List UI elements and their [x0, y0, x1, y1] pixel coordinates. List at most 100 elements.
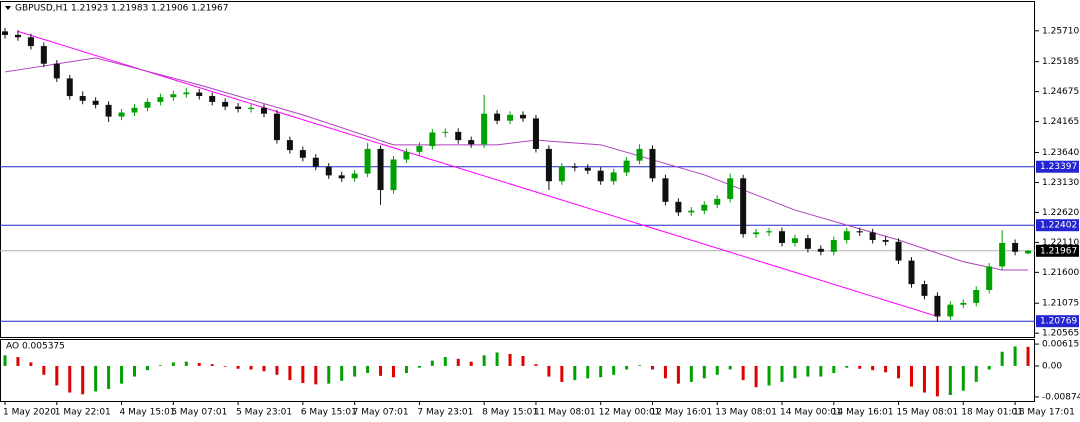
candle-body: [636, 148, 643, 161]
candle-body: [27, 37, 34, 47]
ao-bar: [845, 365, 849, 368]
ao-bar: [741, 365, 745, 381]
ao-bar: [379, 365, 383, 376]
ao-bar: [935, 365, 939, 397]
ao-bar: [495, 352, 499, 366]
ao-bar: [728, 365, 732, 370]
candle-body: [999, 242, 1006, 267]
ao-bar: [586, 365, 590, 379]
ao-bar: [145, 365, 149, 371]
ao-label: AO 0.005375: [6, 342, 65, 352]
ao-bar: [573, 365, 577, 381]
candle-body: [908, 260, 915, 285]
candle-body: [157, 97, 164, 102]
candle-body: [390, 159, 397, 191]
y-tick-label: 1.24675: [1042, 87, 1079, 97]
candle-body: [338, 175, 345, 179]
candle-body: [662, 178, 669, 202]
level-label-box: [1036, 219, 1079, 232]
candle-body: [545, 148, 552, 182]
ao-bar: [353, 365, 357, 377]
ao-bar: [676, 365, 680, 384]
x-tick-label: 12 May 16:01: [651, 408, 713, 418]
ao-bar: [1013, 346, 1017, 366]
ao-bar: [301, 365, 305, 383]
candle-body: [804, 238, 811, 249]
candle-body: [740, 178, 747, 235]
y-tick-label: 1.22620: [1042, 208, 1079, 218]
x-tick-label: 6 May 15:01: [301, 408, 357, 418]
candle-body: [351, 173, 358, 179]
ao-bar: [547, 365, 551, 377]
ao-bar: [534, 364, 538, 366]
ao-bar: [314, 365, 318, 385]
x-tick-label: 11 May 08:01: [534, 408, 596, 418]
ao-bar: [16, 357, 20, 366]
y-tick-label: 1.23640: [1042, 148, 1079, 158]
ao-bar: [249, 365, 253, 370]
ao-bar: [1000, 351, 1004, 366]
candle-body: [273, 113, 280, 141]
ao-bar: [120, 365, 124, 384]
candle-body: [532, 118, 539, 149]
candle-body: [843, 231, 850, 241]
candle-body: [973, 289, 980, 303]
x-tick-label: 18 May 17:01: [1013, 408, 1075, 418]
level-label: 1.23397: [1040, 162, 1077, 172]
y-tick-label: 1.23130: [1042, 178, 1079, 188]
ao-bar: [599, 365, 603, 378]
ao-bar: [922, 365, 926, 393]
candle-body: [856, 231, 863, 233]
ao-bar: [508, 353, 512, 366]
y-tick-label: 1.25710: [1042, 26, 1079, 36]
ao-bar: [184, 361, 188, 366]
ao-bar: [884, 365, 888, 373]
ao-bar: [3, 355, 7, 366]
candle-body: [675, 201, 682, 213]
ao-bar: [832, 365, 836, 374]
ao-bar: [871, 365, 875, 371]
candle-body: [817, 248, 824, 252]
candle-body: [623, 160, 630, 173]
candle-body: [753, 232, 760, 235]
x-tick-label: 14 May 00:01: [780, 408, 842, 418]
candle-body: [571, 166, 578, 168]
moving-average: [4, 57, 1029, 271]
candle-body: [183, 92, 190, 95]
ao-bar: [948, 365, 952, 396]
ao-bar: [29, 362, 33, 366]
ao-bar: [275, 365, 279, 375]
y-tick-label: 1.24165: [1042, 117, 1079, 127]
candle-body: [118, 112, 125, 117]
candle-body: [455, 131, 462, 141]
ao-bar: [392, 365, 395, 378]
candle-body: [170, 94, 177, 98]
ao-bar: [910, 365, 913, 387]
ao-bar: [651, 365, 654, 370]
ao-bar: [819, 365, 823, 377]
ao-bar: [806, 365, 810, 377]
trendline: [17, 30, 938, 317]
ao-bar: [858, 365, 862, 369]
candle-body: [261, 107, 267, 114]
ao-bar: [663, 365, 667, 379]
candle-body: [209, 96, 216, 102]
candle-body: [584, 167, 591, 171]
ao-bar: [430, 360, 434, 366]
candle-body: [934, 295, 941, 317]
candle-body: [144, 101, 151, 108]
ao-bar: [68, 365, 72, 393]
chart-title: GBPUSD,H1 1.21923 1.21983 1.21906 1.2196…: [15, 4, 228, 14]
candle-body: [248, 107, 255, 109]
candle-body: [364, 148, 371, 174]
ao-bar: [158, 365, 162, 366]
x-tick-label: 14 May 16:01: [832, 408, 894, 418]
price-label-box: [1036, 244, 1079, 257]
y-tick-label: 1.25185: [1042, 57, 1079, 67]
y-tick-label: 1.22110: [1042, 238, 1079, 248]
ao-bar: [340, 365, 344, 381]
candle-body: [610, 172, 617, 182]
ao-bar: [223, 365, 227, 367]
candle-body: [895, 241, 902, 261]
ao-bar: [288, 365, 292, 381]
